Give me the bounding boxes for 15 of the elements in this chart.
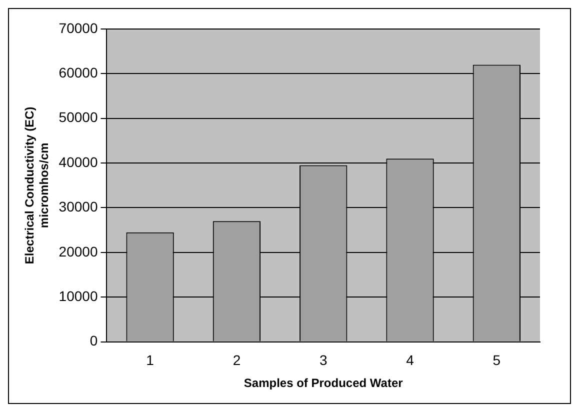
x-axis-title: Samples of Produced Water <box>244 376 404 390</box>
x-tick-label: 2 <box>232 352 241 368</box>
x-tick-label: 4 <box>406 352 414 368</box>
y-tick-label: 20000 <box>58 243 98 260</box>
y-tick-label: 50000 <box>58 109 98 126</box>
y-axis-title: Electrical Conductivity (EC) micromhos/cm <box>22 106 51 264</box>
y-tick-label: 60000 <box>58 64 98 81</box>
x-tick-label: 5 <box>492 352 501 368</box>
x-tick-label: 1 <box>146 352 154 368</box>
y-tick-label: 70000 <box>58 20 98 36</box>
y-tick-label: 0 <box>90 332 98 349</box>
y-tick-label: 10000 <box>58 288 98 304</box>
y-tick-label: 30000 <box>58 198 98 215</box>
y-tick-label: 40000 <box>58 154 98 170</box>
x-tick-label: 3 <box>319 352 328 368</box>
